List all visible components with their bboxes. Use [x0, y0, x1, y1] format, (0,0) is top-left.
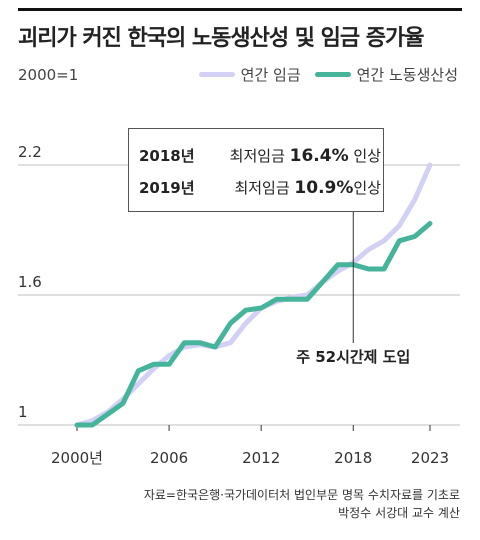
- x-tick-label: 2012: [242, 449, 280, 467]
- top-rule: [18, 8, 462, 11]
- x-tick-label: 2000년: [51, 449, 103, 467]
- source-line-1: 자료=한국은행·국가데이터처 법인부문 명목 수치자료를 기초로: [143, 488, 460, 502]
- legend-item-wage: 연간 임금: [198, 64, 301, 85]
- legend: 연간 임금 연간 노동생산성: [198, 64, 458, 85]
- wage-series-line: [74, 162, 433, 428]
- callout-year: 2018년: [139, 147, 195, 165]
- source-line-2: 박정수 서강대 교수 계산: [338, 506, 460, 520]
- callout-row-2018: 2018년 최저임금 16.4% 인상: [139, 145, 381, 166]
- legend-label-wage: 연간 임금: [240, 66, 301, 84]
- callout-value: 16.4%: [289, 146, 349, 166]
- y-tick-label: 1.6: [18, 273, 42, 291]
- source-note: 자료=한국은행·국가데이터처 법인부문 명목 수치자료를 기초로 박정수 서강대…: [144, 486, 460, 522]
- legend-swatch-productivity: [314, 72, 351, 77]
- legend-item-productivity: 연간 노동생산성: [314, 64, 458, 85]
- legend-label-productivity: 연간 노동생산성: [356, 66, 458, 84]
- callout-text: 최저임금 16.4% 인상: [229, 146, 381, 166]
- productivity-series-line: [74, 221, 433, 428]
- callout-value: 10.9%: [294, 178, 354, 198]
- x-tick-label: 2018: [334, 449, 372, 467]
- annotation-label: 주 52시간제 도입: [296, 348, 410, 366]
- minimum-wage-callout: 2018년 최저임금 16.4% 인상 2019년 최저임금 10.9%인상: [128, 128, 384, 212]
- x-tick-label: 2023: [411, 449, 449, 467]
- callout-text: 최저임금 10.9%인상: [234, 178, 381, 198]
- callout-row-2019: 2019년 최저임금 10.9%인상: [139, 177, 381, 198]
- y-tick-label: 1: [18, 403, 28, 421]
- legend-swatch-wage: [198, 72, 235, 77]
- x-tick-label: 2006: [150, 449, 188, 467]
- callout-year: 2019년: [139, 179, 195, 197]
- base-note: 2000=1: [18, 66, 79, 84]
- chart-title: 괴리가 커진 한국의 노동생산성 및 임금 증가율: [18, 26, 425, 51]
- y-tick-label: 2.2: [18, 143, 42, 161]
